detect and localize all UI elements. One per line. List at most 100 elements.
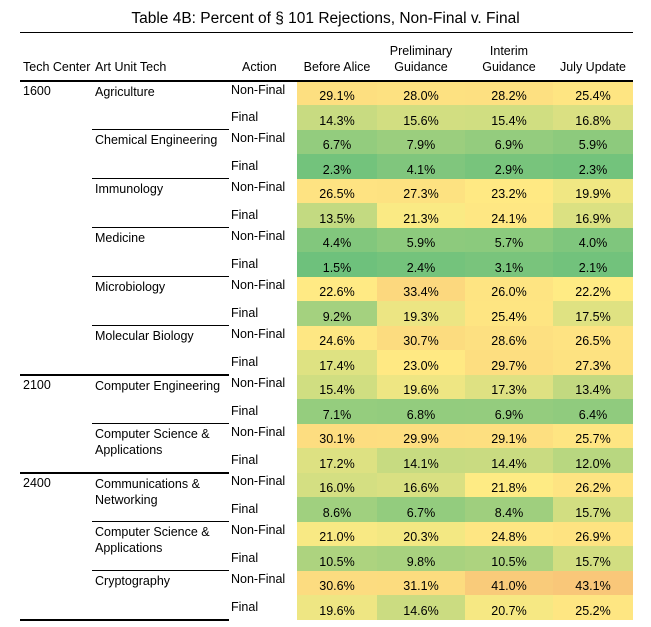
percent-cell: 41.0% bbox=[465, 570, 553, 595]
action-cell: Final bbox=[231, 551, 259, 565]
percent-value: 6.7% bbox=[406, 505, 436, 520]
percent-cell: 6.9% bbox=[465, 399, 553, 424]
percent-cell: 30.7% bbox=[377, 325, 465, 350]
percent-cell: 5.9% bbox=[377, 227, 465, 252]
table-row: Final 17.4% 23.0% 29.7% 27.3% bbox=[20, 350, 633, 375]
percent-value: 13.4% bbox=[575, 383, 611, 397]
percent-cell: 17.5% bbox=[553, 301, 633, 326]
percent-value: 24.6% bbox=[319, 334, 355, 348]
table-row: 2100 Computer Engineering Non-Final 15.4% 19… bbox=[20, 374, 633, 474]
percent-cell: 26.2% bbox=[553, 472, 633, 497]
percent-cell: 14.6% bbox=[377, 595, 465, 620]
table-row: Computer Science & Applications Non-Final… bbox=[20, 423, 633, 474]
table-row: Computer Science & Applications Non-Final… bbox=[20, 521, 633, 571]
action-cell: Final bbox=[231, 404, 259, 418]
percent-value: 9.2% bbox=[322, 309, 352, 324]
percent-value: 2.3% bbox=[578, 162, 608, 177]
percent-value: 29.9% bbox=[403, 432, 439, 446]
table-row: Final 10.5% 9.8% 10.5% 15.7% bbox=[20, 546, 633, 571]
percent-cell: 14.1% bbox=[377, 448, 465, 473]
table-row: Final 13.5% 21.3% 24.1% 16.9% bbox=[20, 203, 633, 228]
percent-value: 21.8% bbox=[491, 481, 527, 495]
percent-cell: 10.5% bbox=[465, 546, 553, 571]
percent-value: 31.1% bbox=[403, 579, 439, 593]
percent-value: 3.1% bbox=[494, 260, 524, 275]
percent-value: 15.4% bbox=[491, 113, 527, 128]
percent-cell: 19.9% bbox=[553, 178, 633, 203]
art-unit-cell: Communications & Networking bbox=[92, 472, 229, 522]
percent-value: 8.4% bbox=[494, 505, 524, 520]
percent-cell: 30.6% bbox=[297, 570, 377, 595]
percent-value: 21.0% bbox=[319, 530, 355, 544]
percent-cell: 20.3% bbox=[377, 521, 465, 546]
action-cell: Final bbox=[231, 502, 259, 516]
table-row: Final 19.6% 14.6% 20.7% 25.2% bbox=[20, 595, 633, 620]
percent-cell: 15.4% bbox=[297, 374, 377, 399]
table-row: Final 1.5% 2.4% 3.1% 2.1% bbox=[20, 252, 633, 277]
percent-cell: 6.7% bbox=[297, 129, 377, 154]
percent-value: 17.3% bbox=[491, 383, 527, 397]
percent-cell: 2.4% bbox=[377, 252, 465, 277]
percent-value: 14.1% bbox=[403, 456, 439, 471]
table-row: Medicine Non-Final 4.4% 5.9% 5.7% 4.0% bbox=[20, 227, 633, 277]
percent-cell: 28.0% bbox=[377, 80, 465, 105]
table-title: Table 4B: Percent of § 101 Rejections, N… bbox=[131, 10, 520, 27]
percent-value: 22.2% bbox=[575, 285, 611, 299]
percent-cell: 9.2% bbox=[297, 301, 377, 326]
art-unit-cell: Chemical Engineering bbox=[92, 129, 229, 179]
percent-cell: 28.2% bbox=[465, 80, 553, 105]
percent-value: 24.1% bbox=[491, 211, 527, 226]
percent-cell: 26.0% bbox=[465, 276, 553, 301]
action-cell: Non-Final bbox=[231, 375, 286, 390]
percent-value: 16.0% bbox=[319, 481, 355, 495]
percent-cell: 25.4% bbox=[465, 301, 553, 326]
action-cell: Final bbox=[231, 159, 259, 173]
percent-value: 33.4% bbox=[403, 285, 439, 299]
header-art-unit: Art Unit Tech bbox=[92, 32, 229, 82]
percent-cell: 21.0% bbox=[297, 521, 377, 546]
percent-cell: 20.7% bbox=[465, 595, 553, 620]
table-row: Cryptography Non-Final 30.6% 31.1% 41.0% 43.1… bbox=[20, 570, 633, 621]
percent-value: 6.9% bbox=[494, 138, 524, 152]
percent-cell: 27.3% bbox=[553, 350, 633, 375]
action-cell: Non-Final bbox=[231, 228, 286, 243]
percent-value: 19.3% bbox=[403, 309, 439, 324]
action-cell: Final bbox=[231, 208, 259, 222]
tech-center-cell: 2400 bbox=[20, 472, 92, 621]
percent-cell: 16.8% bbox=[553, 105, 633, 130]
percent-value: 27.3% bbox=[403, 187, 439, 201]
art-unit-cell: Computer Science & Applications bbox=[92, 423, 229, 474]
action-cell: Non-Final bbox=[231, 277, 286, 292]
percent-cell: 31.1% bbox=[377, 570, 465, 595]
percent-value: 14.3% bbox=[319, 113, 355, 128]
percent-cell: 6.7% bbox=[377, 497, 465, 522]
percent-value: 10.5% bbox=[319, 554, 355, 569]
action-cell: Final bbox=[231, 257, 259, 271]
percent-value: 6.7% bbox=[322, 138, 352, 152]
percent-cell: 2.9% bbox=[465, 154, 553, 179]
percent-cell: 21.8% bbox=[465, 472, 553, 497]
percent-cell: 1.5% bbox=[297, 252, 377, 277]
tech-center-cell: 1600 bbox=[20, 80, 92, 376]
percent-cell: 7.1% bbox=[297, 399, 377, 424]
percent-value: 26.5% bbox=[319, 187, 355, 201]
table-row: Final 8.6% 6.7% 8.4% 15.7% bbox=[20, 497, 633, 522]
percent-value: 41.0% bbox=[491, 579, 527, 593]
percent-cell: 22.2% bbox=[553, 276, 633, 301]
action-cell: Non-Final bbox=[231, 82, 286, 97]
action-cell: Non-Final bbox=[231, 473, 286, 488]
table-row: Final 2.3% 4.1% 2.9% 2.3% bbox=[20, 154, 633, 179]
percent-cell: 29.9% bbox=[377, 423, 465, 448]
header-tech-center: Tech Center bbox=[20, 32, 92, 82]
action-cell: Non-Final bbox=[231, 326, 286, 341]
percent-cell: 29.1% bbox=[465, 423, 553, 448]
percent-value: 27.3% bbox=[575, 358, 611, 373]
percent-value: 26.2% bbox=[575, 481, 611, 495]
percent-value: 6.9% bbox=[494, 407, 524, 422]
rejections-table: Tech Center Art Unit Tech Action Before … bbox=[20, 32, 633, 621]
action-cell: Non-Final bbox=[231, 179, 286, 194]
tech-center-cell: 2100 bbox=[20, 374, 92, 474]
art-unit-cell: Molecular Biology bbox=[92, 325, 229, 376]
percent-value: 20.3% bbox=[403, 530, 439, 544]
percent-cell: 23.0% bbox=[377, 350, 465, 375]
